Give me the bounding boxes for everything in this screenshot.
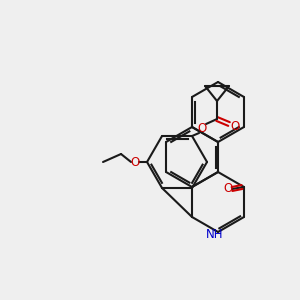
Text: O: O <box>224 182 232 196</box>
Text: O: O <box>130 155 140 169</box>
Text: O: O <box>197 122 207 134</box>
Text: NH: NH <box>206 227 224 241</box>
Text: O: O <box>230 119 240 133</box>
